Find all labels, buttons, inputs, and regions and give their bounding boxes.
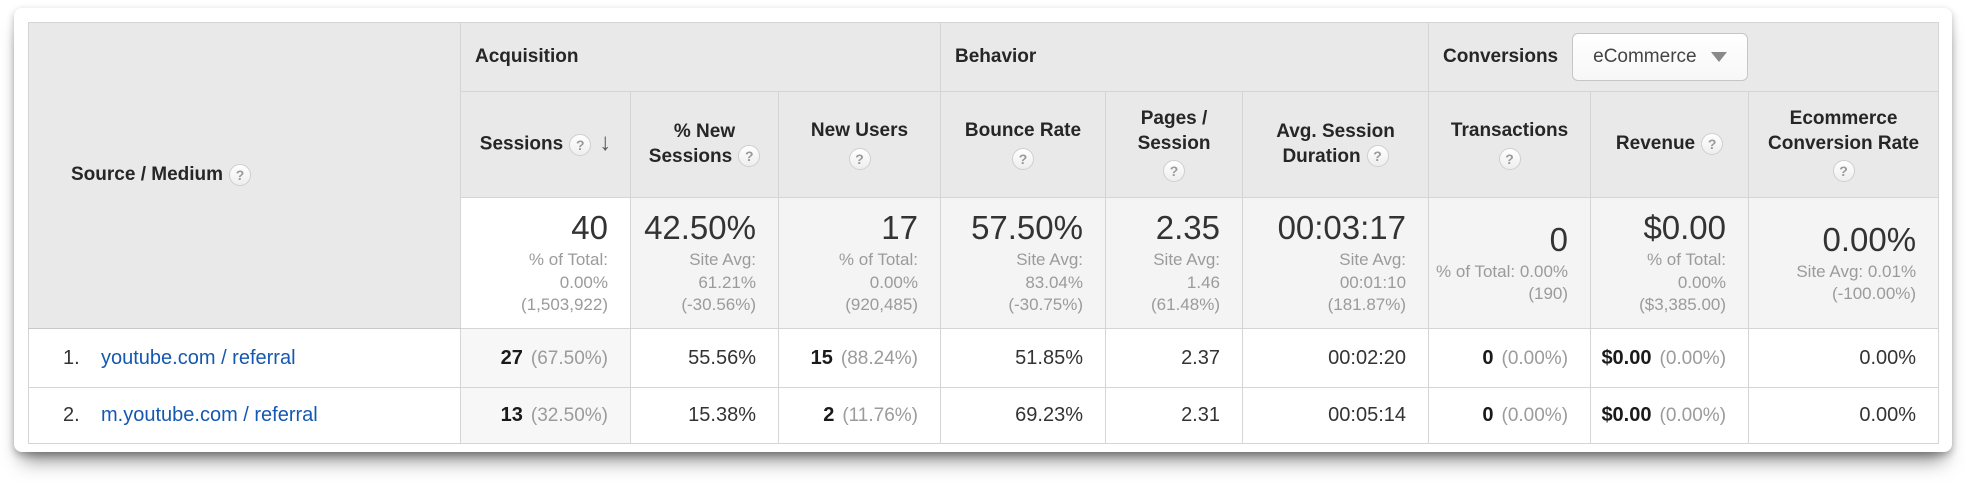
transactions-cell: 0 (0.00%) bbox=[1428, 387, 1592, 444]
group-label: Behavior bbox=[955, 46, 1037, 67]
help-icon[interactable]: ? bbox=[738, 145, 761, 168]
avg-session-duration-cell: 00:05:14 bbox=[1241, 387, 1430, 444]
column-header-new-users[interactable]: New Users? bbox=[778, 91, 941, 198]
help-icon[interactable]: ? bbox=[1012, 147, 1034, 170]
column-header-transactions[interactable]: Transactions? bbox=[1428, 91, 1592, 198]
help-icon[interactable]: ? bbox=[1498, 147, 1521, 170]
group-header-conversions: Conversions eCommerce bbox=[1428, 22, 1940, 92]
sort-descending-icon: ↓ bbox=[599, 129, 612, 157]
column-header-avg-session-duration[interactable]: Avg. Session Duration? bbox=[1241, 91, 1430, 198]
percent-new-sessions-cell: 55.56% bbox=[630, 328, 779, 388]
summary-new-users: 17 % of Total: 0.00% (920,485) bbox=[778, 197, 941, 329]
sessions-cell: 27 (67.50%) bbox=[460, 328, 631, 388]
column-header-pages-session[interactable]: Pages / Session? bbox=[1105, 91, 1243, 198]
summary-percent-new-sessions: 42.50% Site Avg: 61.21% (-30.56%) bbox=[630, 197, 779, 329]
percent-new-sessions-cell: 15.38% bbox=[630, 387, 779, 444]
dimension-header-label: Source / Medium bbox=[71, 164, 224, 186]
help-icon[interactable]: ? bbox=[229, 164, 252, 187]
column-header-sessions[interactable]: Sessions? ↓ bbox=[460, 91, 631, 198]
summary-transactions: 0 % of Total: 0.00% (190) bbox=[1428, 197, 1592, 329]
new-users-cell: 15 (88.24%) bbox=[778, 328, 941, 388]
summary-revenue: $0.00 % of Total: 0.00% ($3,385.00) bbox=[1590, 197, 1750, 329]
help-icon[interactable]: ? bbox=[1701, 133, 1724, 156]
group-header-behavior: Behavior bbox=[939, 22, 1430, 92]
dropdown-selected-value: eCommerce bbox=[1593, 46, 1697, 67]
table-row: 1. youtube.com / referral 27 (67.50%) 55.5… bbox=[28, 328, 1940, 388]
source-medium-cell: 1. youtube.com / referral bbox=[28, 328, 461, 388]
help-icon[interactable]: ? bbox=[1366, 145, 1389, 168]
source-medium-table: Source / Medium? Acquisition Behavior Co… bbox=[28, 22, 1940, 444]
help-icon[interactable]: ? bbox=[1163, 159, 1185, 182]
column-header-percent-new-sessions[interactable]: % New Sessions? bbox=[630, 91, 779, 198]
summary-ecommerce-conversion-rate: 0.00% Site Avg: 0.01% (-100.00%) bbox=[1748, 197, 1940, 329]
summary-bounce-rate: 57.50% Site Avg: 83.04% (-30.75%) bbox=[940, 197, 1106, 329]
source-medium-link[interactable]: m.youtube.com / referral bbox=[101, 404, 318, 426]
ecommerce-conversion-rate-cell: 0.00% bbox=[1748, 387, 1940, 444]
new-users-cell: 2 (11.76%) bbox=[778, 387, 941, 444]
report-card: Source / Medium? Acquisition Behavior Co… bbox=[14, 8, 1952, 452]
ecommerce-conversion-rate-cell: 0.00% bbox=[1748, 328, 1940, 388]
help-icon[interactable]: ? bbox=[1832, 159, 1855, 182]
sessions-cell: 13 (32.50%) bbox=[460, 387, 631, 444]
table-row: 2. m.youtube.com / referral 13 (32.50%) 15… bbox=[28, 387, 1940, 444]
transactions-cell: 0 (0.00%) bbox=[1428, 328, 1592, 388]
pages-session-cell: 2.37 bbox=[1105, 328, 1243, 388]
totals-row: 40 % of Total: 0.00% (1,503,922) 42.50% … bbox=[29, 197, 1940, 329]
bounce-rate-cell: 69.23% bbox=[940, 387, 1106, 444]
group-label: Acquisition bbox=[475, 46, 579, 67]
summary-sessions: 40 % of Total: 0.00% (1,503,922) bbox=[460, 197, 631, 329]
column-header-revenue[interactable]: Revenue? bbox=[1590, 91, 1750, 198]
dimension-header-source-medium[interactable]: Source / Medium? bbox=[28, 22, 461, 329]
help-icon[interactable]: ? bbox=[569, 133, 592, 156]
bounce-rate-cell: 51.85% bbox=[940, 328, 1106, 388]
column-header-ecommerce-conversion-rate[interactable]: Ecommerce Conversion Rate? bbox=[1748, 91, 1940, 198]
source-medium-link[interactable]: youtube.com / referral bbox=[101, 346, 296, 369]
chevron-down-icon bbox=[1710, 52, 1727, 62]
revenue-cell: $0.00 (0.00%) bbox=[1590, 328, 1750, 388]
revenue-cell: $0.00 (0.00%) bbox=[1590, 387, 1750, 444]
group-header-acquisition: Acquisition bbox=[460, 22, 941, 92]
summary-avg-session-duration: 00:03:17 Site Avg: 00:01:10 (181.87%) bbox=[1241, 197, 1430, 329]
pages-session-cell: 2.31 bbox=[1105, 387, 1243, 444]
avg-session-duration-cell: 00:02:20 bbox=[1241, 328, 1430, 388]
conversions-goal-dropdown[interactable]: eCommerce bbox=[1572, 33, 1748, 81]
help-icon[interactable]: ? bbox=[848, 147, 871, 170]
row-index: 1. bbox=[63, 346, 80, 369]
source-medium-cell: 2. m.youtube.com / referral bbox=[28, 387, 461, 444]
column-header-bounce-rate[interactable]: Bounce Rate? bbox=[940, 91, 1106, 198]
group-label: Conversions bbox=[1443, 46, 1559, 67]
summary-pages-session: 2.35 Site Avg: 1.46 (61.48%) bbox=[1105, 197, 1243, 329]
row-index: 2. bbox=[63, 404, 80, 426]
